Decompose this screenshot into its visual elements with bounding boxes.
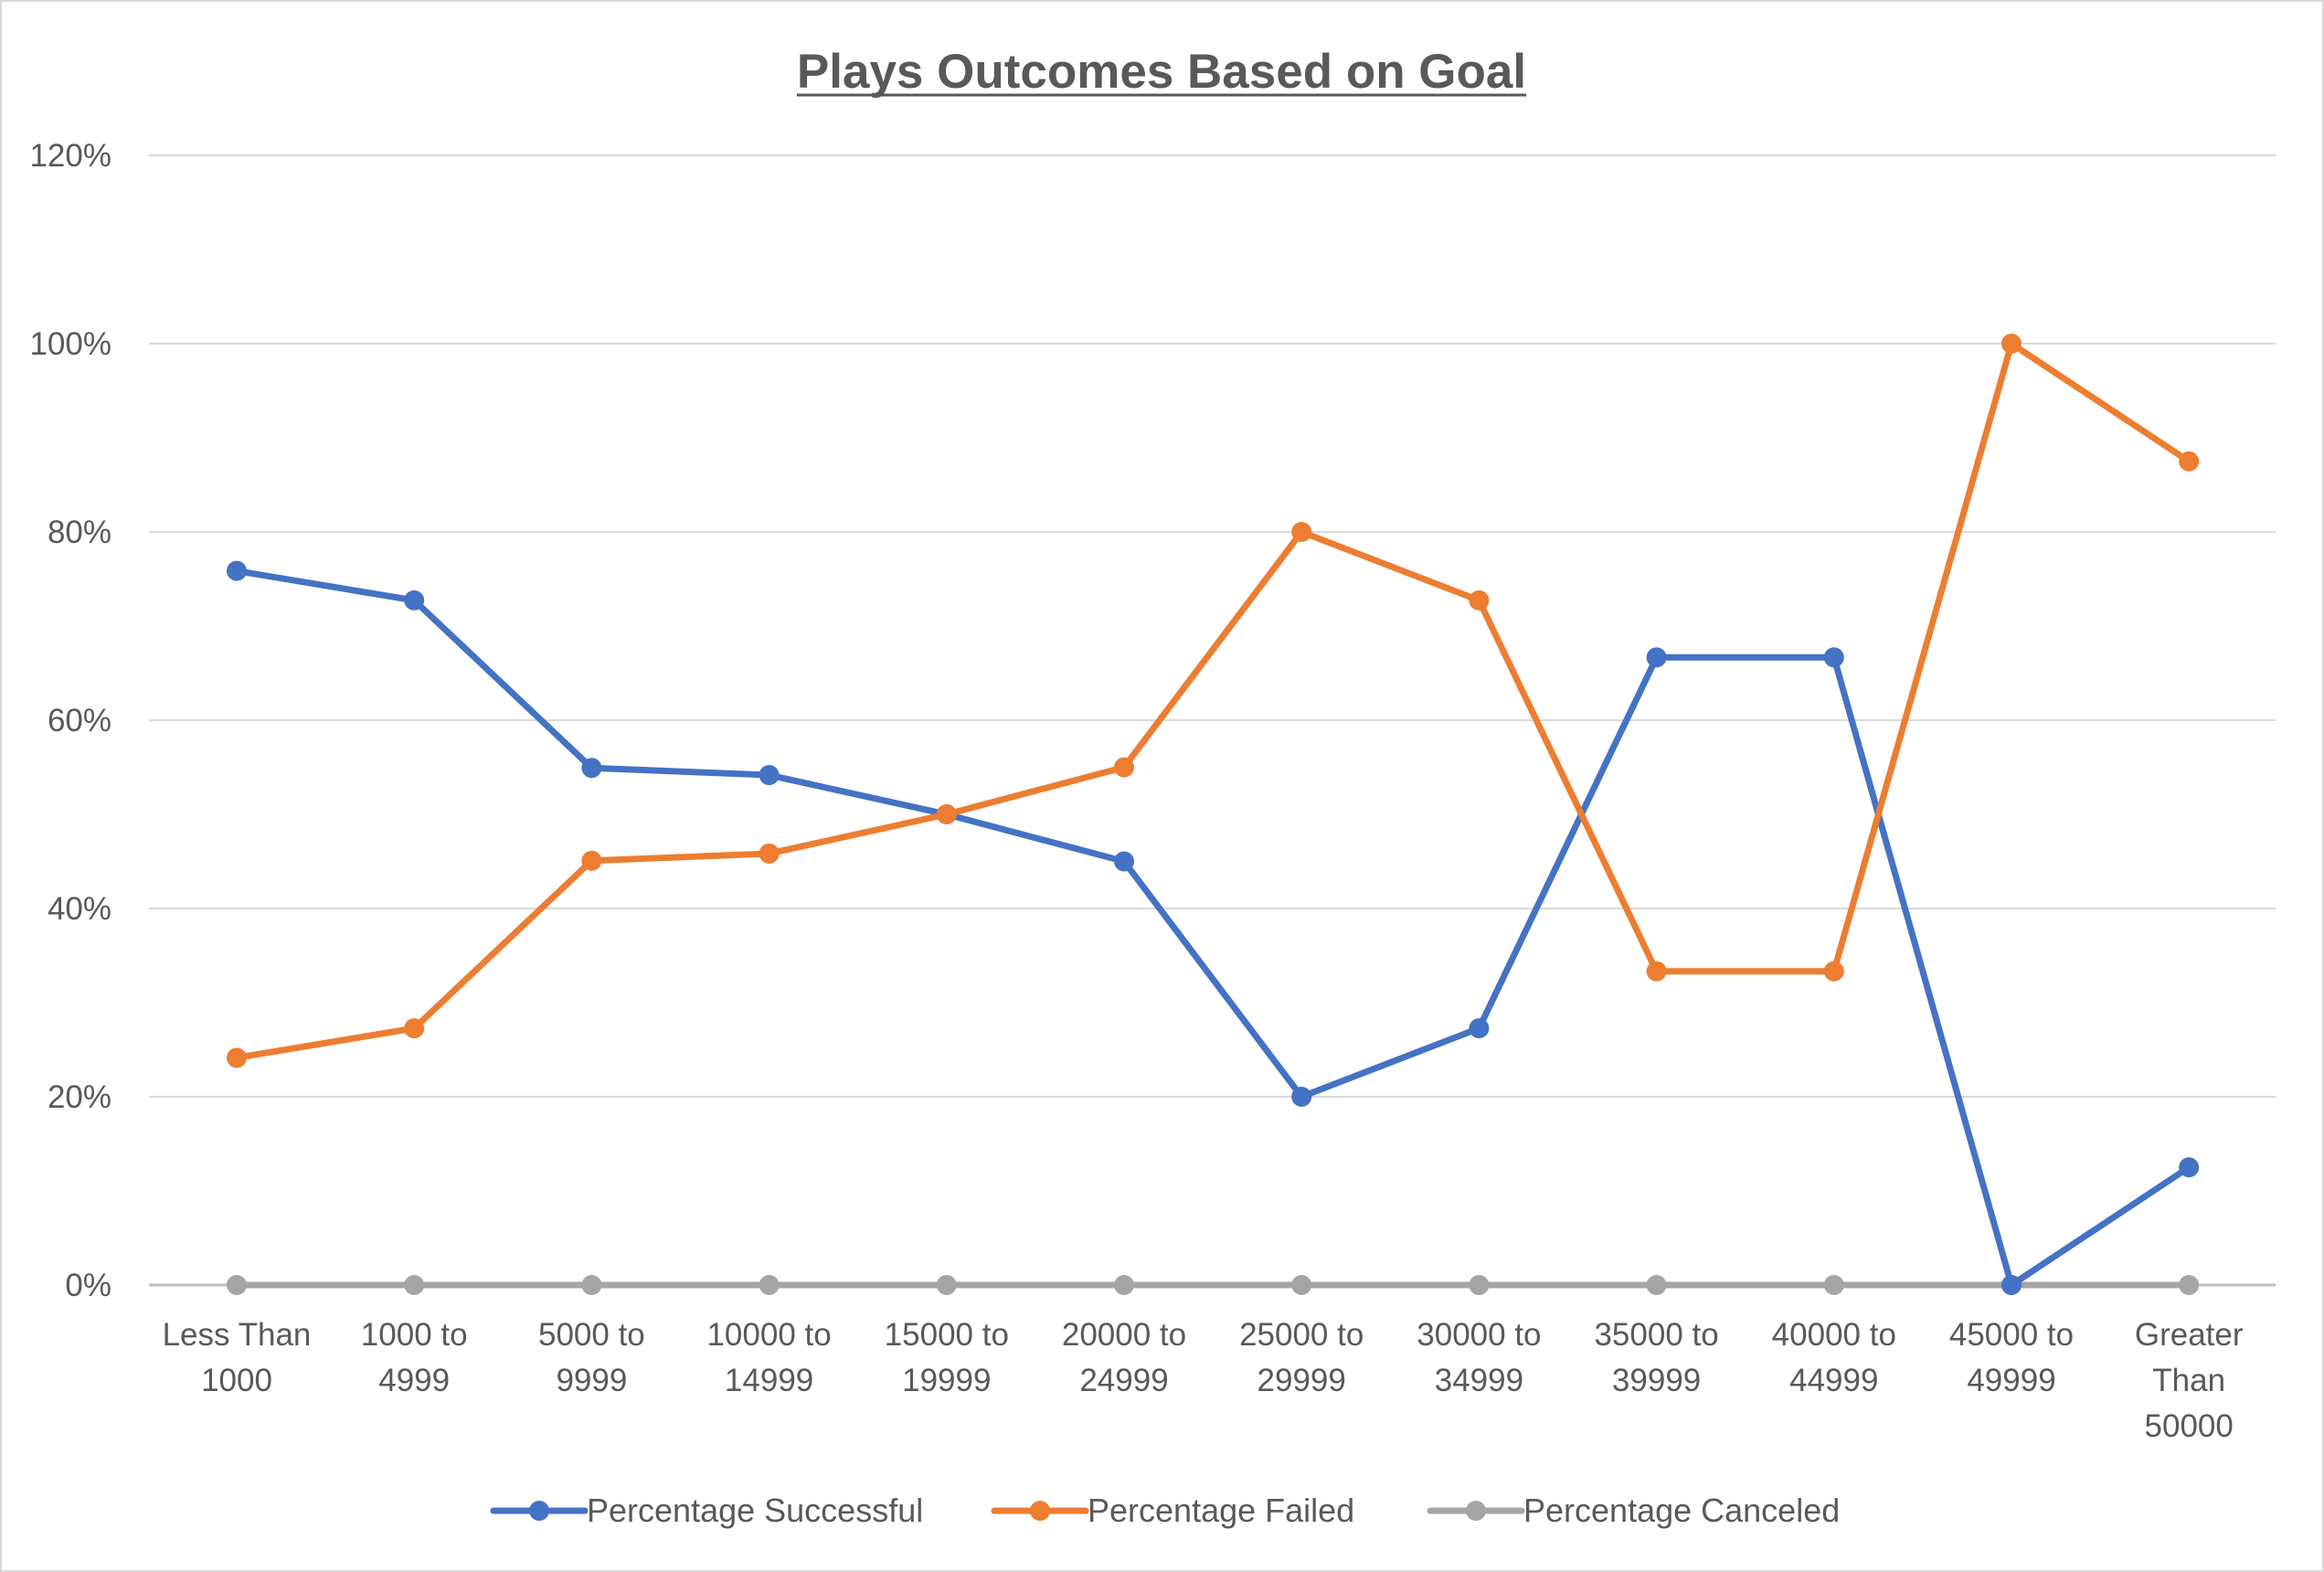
series-percentage-canceled (227, 1275, 2200, 1295)
x-tick-label: Less Than 1000 (163, 1317, 312, 1398)
x-tick-label: 20000 to 24999 (1062, 1317, 1186, 1398)
legend-label: Percentage Canceled (1523, 1492, 1840, 1529)
series (227, 334, 2200, 1295)
data-point (1823, 961, 1844, 982)
data-point (936, 1275, 957, 1295)
legend-item: Percentage Canceled (1427, 1492, 1840, 1529)
data-point (936, 804, 957, 824)
data-point (1469, 1275, 1490, 1295)
x-tick-label: 40000 to 44999 (1772, 1317, 1896, 1398)
x-tick-label: 35000 to 39999 (1594, 1317, 1718, 1398)
data-point (1823, 647, 1844, 668)
data-point (759, 765, 780, 786)
x-tick-label: 15000 to 19999 (885, 1317, 1009, 1398)
x-tick-label: 1000 to 4999 (361, 1317, 468, 1398)
series-line (233, 340, 2192, 1061)
data-point (404, 1018, 425, 1039)
data-point (1469, 590, 1490, 611)
legend-item: Percentage Failed (991, 1492, 1354, 1529)
data-point (2001, 334, 2022, 354)
y-tick-label: 20% (48, 1079, 111, 1115)
data-point (2001, 1275, 2022, 1295)
x-tick-label: 25000 to 29999 (1239, 1317, 1364, 1398)
legend-swatch-marker (1466, 1501, 1486, 1521)
y-tick-label: 100% (29, 326, 111, 362)
x-tick-label: 30000 to 34999 (1417, 1317, 1541, 1398)
data-point (227, 1275, 247, 1295)
y-tick-label: 0% (65, 1268, 111, 1303)
y-tick-label: 120% (29, 138, 111, 174)
legend-swatch-marker (529, 1501, 549, 1521)
y-tick-label: 80% (48, 515, 111, 550)
data-point (759, 1275, 780, 1295)
data-point (1114, 757, 1134, 778)
y-tick-label: 60% (48, 703, 111, 738)
data-point (404, 590, 425, 611)
legend-item: Percentage Successful (490, 1492, 923, 1529)
data-point (1291, 1087, 1312, 1107)
data-point (227, 1047, 247, 1068)
data-point (1469, 1018, 1490, 1039)
x-axis-ticks: Less Than 1000 1000 to 4999 5000 to 9999 10000… (163, 1317, 2244, 1444)
data-point (2179, 1275, 2200, 1295)
data-point (1291, 522, 1312, 542)
data-point (1646, 961, 1667, 982)
data-point (581, 1275, 602, 1295)
legend-label: Percentage Failed (1088, 1492, 1354, 1529)
series-line (233, 568, 2192, 1289)
legend-label: Percentage Successful (587, 1492, 923, 1529)
y-axis-ticks: 0% 20% 40% 60% 80% 100% 120% (29, 138, 111, 1303)
data-point (1114, 851, 1134, 872)
gridlines (149, 154, 2276, 1287)
data-point (227, 560, 247, 581)
x-tick-label: 10000 to 14999 (706, 1317, 831, 1398)
x-tick-label: 45000 to 49999 (1949, 1317, 2074, 1398)
data-point (1646, 647, 1667, 668)
x-tick-label: 5000 to 9999 (538, 1317, 645, 1398)
chart-title: Plays Outcomes Based on Goal (797, 45, 1526, 99)
x-tick-label: Greater Than 50000 (2135, 1317, 2244, 1444)
legend-swatch-marker (1030, 1501, 1050, 1521)
data-point (2179, 1157, 2200, 1178)
data-point (1114, 1275, 1134, 1295)
data-point (581, 850, 602, 871)
series-percentage-failed (227, 334, 2200, 1068)
data-point (759, 843, 780, 864)
data-point (581, 758, 602, 779)
data-point (1291, 1275, 1312, 1295)
data-point (1823, 1275, 1844, 1295)
data-point (1646, 1275, 1667, 1295)
data-point (2179, 451, 2200, 472)
legend: Percentage Successful Percentage Failed Pe… (490, 1492, 1840, 1529)
data-point (404, 1275, 425, 1295)
y-tick-label: 40% (48, 891, 111, 927)
